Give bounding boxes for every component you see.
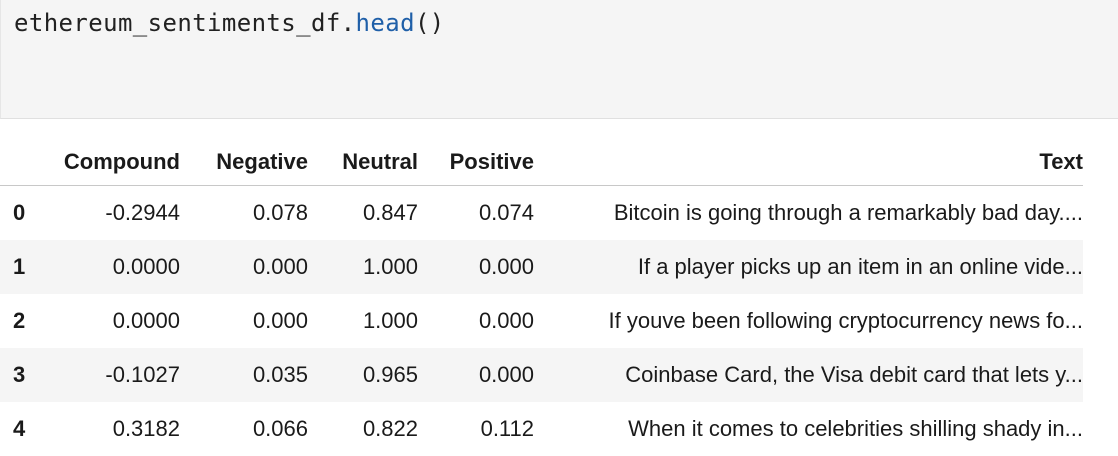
cell-compound: -0.2944: [105, 200, 180, 225]
table-header-row: Compound Negative Neutral Positive Text: [0, 139, 1083, 186]
column-header-index: [0, 139, 42, 186]
cell-negative: 0.035: [252, 362, 308, 387]
cell-neutral: 0.822: [362, 416, 418, 441]
row-index: 3: [13, 362, 26, 387]
column-header-text: Text: [534, 139, 1083, 186]
cell-neutral: 0.847: [362, 200, 418, 225]
dataframe-table: Compound Negative Neutral Positive Text …: [0, 139, 1083, 456]
cell-neutral: 0.965: [362, 362, 418, 387]
cell-positive: 0.000: [478, 254, 534, 279]
cell-compound: 0.3182: [112, 416, 180, 441]
cell-text: If a player picks up an item in an onlin…: [637, 254, 1083, 279]
cell-text: Coinbase Card, the Visa debit card that …: [625, 362, 1083, 387]
cell-negative: 0.000: [252, 308, 308, 333]
cell-compound: 0.0000: [112, 308, 180, 333]
column-header-compound: Compound: [42, 139, 180, 186]
column-header-neutral: Neutral: [308, 139, 418, 186]
row-index: 4: [13, 416, 26, 441]
table-row: 0 -0.2944 0.078 0.847 0.074 Bitcoin is g…: [0, 186, 1083, 241]
cell-neutral: 1.000: [362, 308, 418, 333]
cell-positive: 0.074: [478, 200, 534, 225]
code-object: ethereum_sentiments_df.: [14, 9, 356, 37]
column-header-negative: Negative: [180, 139, 308, 186]
cell-positive: 0.000: [478, 362, 534, 387]
cell-positive: 0.112: [480, 416, 534, 441]
cell-compound: -0.1027: [105, 362, 180, 387]
code-line[interactable]: ethereum_sentiments_df.head(): [14, 7, 445, 39]
cell-output: Compound Negative Neutral Positive Text …: [0, 120, 1118, 456]
table-row: 2 0.0000 0.000 1.000 0.000 If youve been…: [0, 294, 1083, 348]
code-method: head: [355, 9, 415, 37]
row-index: 0: [13, 200, 26, 225]
cell-text: Bitcoin is going through a remarkably ba…: [613, 200, 1083, 225]
row-index: 2: [13, 308, 26, 333]
code-cell-input[interactable]: ethereum_sentiments_df.head(): [0, 0, 1118, 119]
table-row: 3 -0.1027 0.035 0.965 0.000 Coinbase Car…: [0, 348, 1083, 402]
column-header-positive: Positive: [418, 139, 534, 186]
cell-text: When it comes to celebrities shilling sh…: [628, 416, 1083, 441]
row-index: 1: [13, 254, 26, 279]
cell-text: If youve been following cryptocurrency n…: [608, 308, 1083, 333]
cell-negative: 0.000: [252, 254, 308, 279]
cell-negative: 0.066: [252, 416, 308, 441]
cell-positive: 0.000: [478, 308, 534, 333]
table-row: 1 0.0000 0.000 1.000 0.000 If a player p…: [0, 240, 1083, 294]
cell-compound: 0.0000: [112, 254, 180, 279]
cell-negative: 0.078: [252, 200, 308, 225]
code-parens: (): [414, 9, 445, 37]
table-row: 4 0.3182 0.066 0.822 0.112 When it comes…: [0, 402, 1083, 456]
cell-neutral: 1.000: [362, 254, 418, 279]
